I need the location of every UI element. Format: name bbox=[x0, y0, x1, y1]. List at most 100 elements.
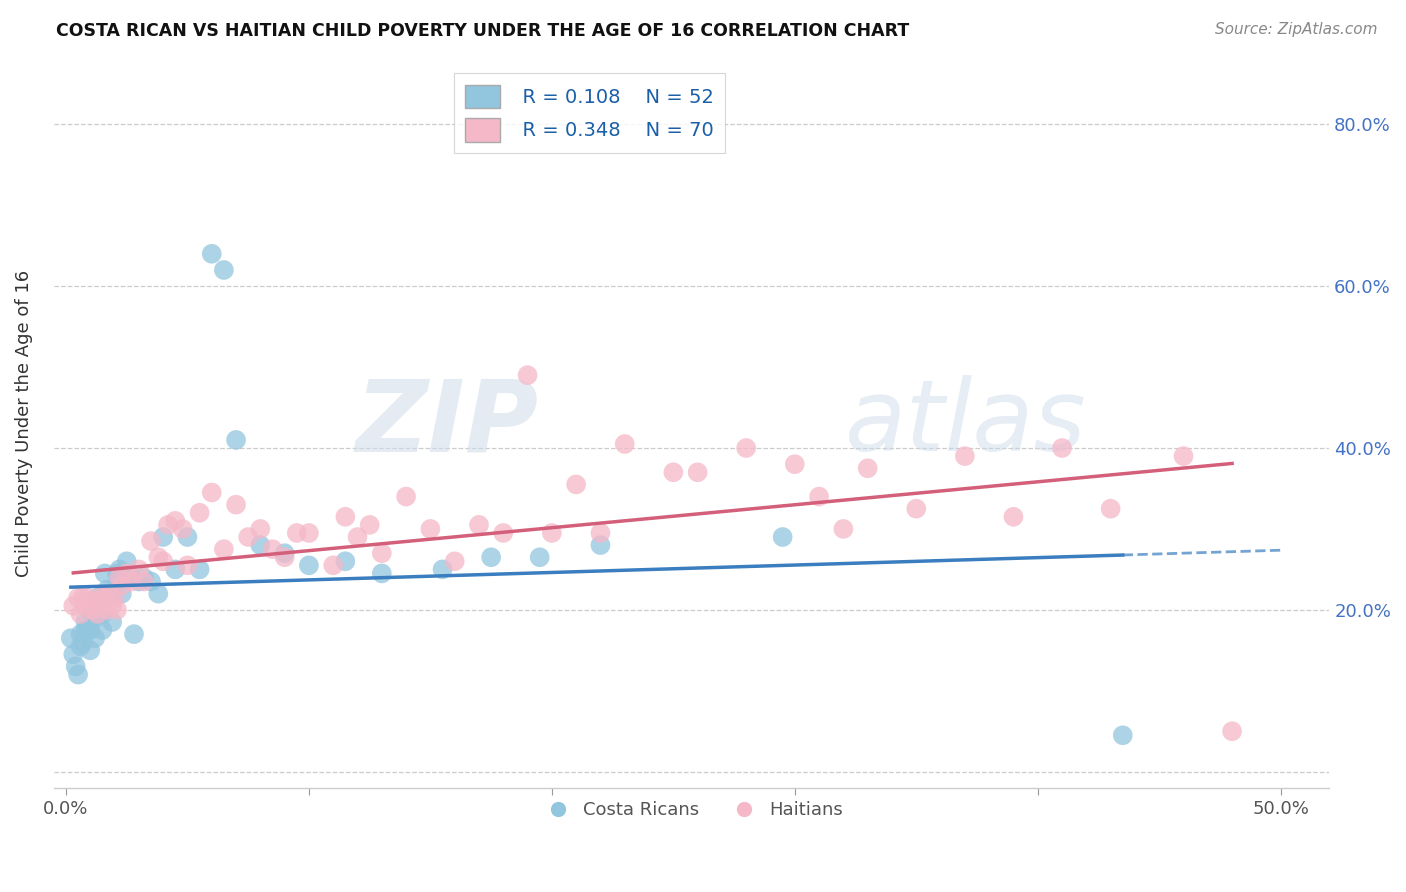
Point bbox=[84, 599, 107, 613]
Point bbox=[273, 550, 295, 565]
Point bbox=[128, 562, 150, 576]
Point bbox=[75, 615, 97, 629]
Point bbox=[96, 582, 118, 597]
Point bbox=[225, 433, 247, 447]
Point bbox=[565, 477, 588, 491]
Point bbox=[62, 599, 84, 613]
Point bbox=[103, 582, 125, 597]
Point bbox=[132, 570, 155, 584]
Point bbox=[1112, 728, 1135, 742]
Point bbox=[249, 522, 271, 536]
Point bbox=[108, 570, 131, 584]
Point bbox=[96, 603, 118, 617]
Point bbox=[188, 562, 211, 576]
Point bbox=[72, 635, 94, 649]
Point bbox=[59, 631, 82, 645]
Point bbox=[529, 550, 551, 565]
Point bbox=[156, 517, 179, 532]
Point bbox=[1050, 441, 1073, 455]
Point bbox=[359, 517, 381, 532]
Point bbox=[188, 506, 211, 520]
Point bbox=[262, 542, 284, 557]
Point bbox=[148, 587, 170, 601]
Point bbox=[541, 526, 564, 541]
Text: COSTA RICAN VS HAITIAN CHILD POVERTY UNDER THE AGE OF 16 CORRELATION CHART: COSTA RICAN VS HAITIAN CHILD POVERTY UND… bbox=[56, 22, 910, 40]
Point bbox=[62, 648, 84, 662]
Point bbox=[201, 485, 224, 500]
Point bbox=[1220, 724, 1243, 739]
Point bbox=[152, 530, 174, 544]
Point bbox=[76, 591, 98, 605]
Point bbox=[1099, 501, 1122, 516]
Text: ZIP: ZIP bbox=[356, 376, 538, 472]
Point bbox=[69, 640, 91, 654]
Point bbox=[75, 599, 97, 613]
Point bbox=[91, 623, 114, 637]
Point bbox=[395, 490, 418, 504]
Point bbox=[86, 607, 108, 621]
Point bbox=[479, 550, 502, 565]
Point bbox=[905, 501, 928, 516]
Point bbox=[103, 591, 125, 605]
Point bbox=[98, 587, 121, 601]
Point bbox=[139, 574, 162, 589]
Point bbox=[132, 574, 155, 589]
Point bbox=[91, 607, 114, 621]
Text: Source: ZipAtlas.com: Source: ZipAtlas.com bbox=[1215, 22, 1378, 37]
Point bbox=[139, 534, 162, 549]
Point bbox=[65, 659, 87, 673]
Point bbox=[148, 550, 170, 565]
Point bbox=[613, 437, 636, 451]
Point bbox=[662, 465, 685, 479]
Point bbox=[101, 599, 124, 613]
Point bbox=[735, 441, 758, 455]
Point bbox=[808, 490, 831, 504]
Point bbox=[298, 526, 321, 541]
Point bbox=[371, 546, 394, 560]
Point bbox=[249, 538, 271, 552]
Point bbox=[121, 570, 143, 584]
Point bbox=[111, 587, 134, 601]
Point bbox=[443, 554, 465, 568]
Point bbox=[121, 574, 143, 589]
Point bbox=[492, 526, 515, 541]
Point bbox=[165, 514, 187, 528]
Point bbox=[856, 461, 879, 475]
Point bbox=[108, 562, 131, 576]
Point bbox=[86, 591, 108, 605]
Point bbox=[115, 566, 138, 581]
Point bbox=[72, 591, 94, 605]
Point bbox=[152, 554, 174, 568]
Point bbox=[516, 368, 538, 383]
Y-axis label: Child Poverty Under the Age of 16: Child Poverty Under the Age of 16 bbox=[15, 270, 32, 577]
Point bbox=[273, 546, 295, 560]
Point bbox=[79, 623, 101, 637]
Point bbox=[322, 558, 344, 573]
Point bbox=[89, 599, 111, 613]
Point bbox=[212, 542, 235, 557]
Point bbox=[69, 627, 91, 641]
Point bbox=[91, 599, 114, 613]
Point bbox=[783, 457, 806, 471]
Point bbox=[201, 247, 224, 261]
Point bbox=[1002, 509, 1025, 524]
Point bbox=[335, 509, 357, 524]
Point bbox=[84, 611, 107, 625]
Point bbox=[832, 522, 855, 536]
Point bbox=[105, 603, 128, 617]
Point bbox=[94, 591, 117, 605]
Point bbox=[225, 498, 247, 512]
Point bbox=[772, 530, 794, 544]
Point bbox=[128, 574, 150, 589]
Point bbox=[432, 562, 454, 576]
Point bbox=[79, 595, 101, 609]
Point bbox=[69, 607, 91, 621]
Point bbox=[98, 587, 121, 601]
Point bbox=[1173, 449, 1195, 463]
Point bbox=[115, 554, 138, 568]
Point bbox=[346, 530, 368, 544]
Point bbox=[122, 627, 145, 641]
Point bbox=[953, 449, 976, 463]
Point bbox=[589, 526, 612, 541]
Point bbox=[111, 578, 134, 592]
